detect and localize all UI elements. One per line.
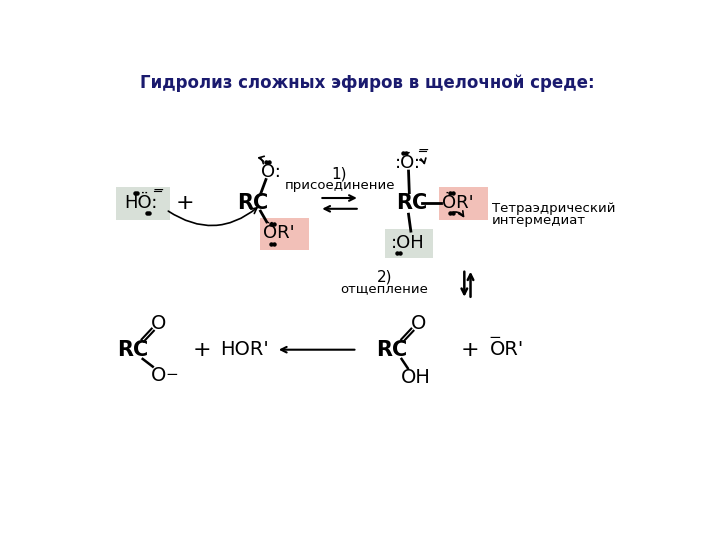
Text: HOR': HOR' [220, 340, 269, 359]
FancyBboxPatch shape [116, 187, 170, 220]
FancyArrowPatch shape [420, 158, 426, 164]
Text: −: − [153, 183, 164, 197]
Text: OR': OR' [490, 340, 524, 359]
FancyBboxPatch shape [385, 229, 433, 258]
FancyBboxPatch shape [438, 187, 488, 220]
Text: 2): 2) [377, 269, 392, 284]
Text: RC: RC [377, 340, 408, 360]
Text: O: O [151, 314, 166, 333]
FancyArrowPatch shape [450, 211, 464, 217]
FancyBboxPatch shape [260, 218, 310, 251]
Text: O: O [151, 366, 166, 386]
Text: Тетраэдрический: Тетраэдрический [492, 201, 616, 214]
Text: −: − [418, 143, 429, 157]
Text: :Ö:: :Ö: [395, 153, 420, 172]
Text: :OH: :OH [391, 234, 425, 252]
Text: Гидролиз сложных эфиров в щелочной среде:: Гидролиз сложных эфиров в щелочной среде… [140, 74, 595, 92]
Text: отщепление: отщепление [341, 282, 428, 295]
FancyArrowPatch shape [168, 208, 257, 226]
Text: RC: RC [117, 340, 148, 360]
FancyArrowPatch shape [259, 156, 264, 164]
Text: RC: RC [237, 193, 269, 213]
Text: +: + [460, 340, 479, 360]
Text: ÖR': ÖR' [264, 225, 295, 242]
Text: −: − [165, 367, 178, 382]
Text: RC: RC [396, 193, 427, 213]
Text: +: + [193, 340, 212, 360]
Text: 1): 1) [332, 167, 347, 181]
Text: O: O [411, 314, 426, 333]
Text: +: + [175, 193, 194, 213]
Text: HÖ:: HÖ: [125, 194, 158, 212]
Text: Ö:: Ö: [261, 163, 282, 181]
Text: −: − [488, 330, 501, 345]
Text: присоединение: присоединение [284, 179, 395, 192]
Text: OH: OH [400, 368, 431, 387]
Text: ÖR': ÖR' [442, 194, 474, 212]
Text: интермедиат: интермедиат [492, 214, 586, 227]
